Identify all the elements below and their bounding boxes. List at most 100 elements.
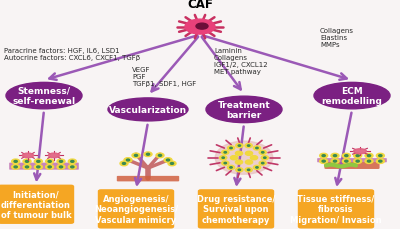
Circle shape bbox=[365, 154, 373, 158]
Circle shape bbox=[59, 166, 62, 168]
FancyBboxPatch shape bbox=[298, 189, 374, 229]
Circle shape bbox=[356, 155, 359, 157]
Circle shape bbox=[354, 159, 362, 164]
Circle shape bbox=[220, 156, 227, 160]
FancyBboxPatch shape bbox=[324, 162, 380, 169]
Ellipse shape bbox=[108, 98, 188, 121]
Circle shape bbox=[354, 154, 362, 158]
Circle shape bbox=[365, 159, 373, 164]
Circle shape bbox=[23, 159, 31, 164]
Circle shape bbox=[256, 167, 258, 168]
Circle shape bbox=[256, 148, 258, 149]
Circle shape bbox=[236, 168, 243, 172]
Circle shape bbox=[253, 146, 260, 150]
Circle shape bbox=[230, 167, 232, 168]
Text: Initiation/
differentiation
of tumour bulk: Initiation/ differentiation of tumour bu… bbox=[1, 190, 71, 219]
Circle shape bbox=[376, 159, 384, 164]
Circle shape bbox=[37, 161, 40, 163]
Text: Treatment
barrier: Treatment barrier bbox=[218, 100, 270, 120]
Circle shape bbox=[68, 165, 76, 169]
Circle shape bbox=[230, 156, 238, 160]
Circle shape bbox=[57, 165, 65, 169]
Circle shape bbox=[222, 157, 224, 159]
Circle shape bbox=[59, 161, 62, 163]
Ellipse shape bbox=[196, 24, 208, 30]
Circle shape bbox=[222, 151, 229, 155]
Circle shape bbox=[379, 155, 382, 157]
Circle shape bbox=[264, 157, 266, 159]
Circle shape bbox=[26, 166, 29, 168]
Text: Collagens
Elastins
MMPs: Collagens Elastins MMPs bbox=[320, 27, 354, 47]
Circle shape bbox=[333, 161, 337, 162]
Circle shape bbox=[333, 155, 337, 157]
Circle shape bbox=[379, 161, 382, 162]
Text: Laminin
Collagens
IGF1/2, CXCL12
MET pathway: Laminin Collagens IGF1/2, CXCL12 MET pat… bbox=[214, 48, 268, 75]
Circle shape bbox=[156, 153, 164, 158]
Circle shape bbox=[23, 165, 31, 169]
Circle shape bbox=[37, 166, 40, 168]
Circle shape bbox=[48, 166, 51, 168]
Ellipse shape bbox=[48, 153, 60, 158]
Circle shape bbox=[68, 159, 76, 164]
Circle shape bbox=[368, 155, 371, 157]
Text: Vascularization: Vascularization bbox=[109, 105, 187, 114]
Circle shape bbox=[230, 148, 232, 149]
Circle shape bbox=[34, 159, 42, 164]
Circle shape bbox=[146, 154, 150, 155]
Circle shape bbox=[376, 154, 384, 158]
Text: Drug resistance/
Survival upon
chemotherapy: Drug resistance/ Survival upon chemother… bbox=[197, 194, 275, 224]
Circle shape bbox=[368, 161, 371, 162]
Circle shape bbox=[71, 161, 74, 163]
Circle shape bbox=[120, 161, 128, 166]
FancyBboxPatch shape bbox=[317, 158, 387, 163]
Circle shape bbox=[71, 166, 74, 168]
Text: Angiogenesis/
Neoangiogenesis/
Vascular mimicry: Angiogenesis/ Neoangiogenesis/ Vascular … bbox=[94, 194, 178, 224]
FancyBboxPatch shape bbox=[0, 185, 74, 224]
Ellipse shape bbox=[314, 83, 390, 109]
Circle shape bbox=[320, 154, 328, 158]
Circle shape bbox=[144, 152, 152, 157]
Ellipse shape bbox=[354, 149, 366, 154]
Circle shape bbox=[331, 154, 339, 158]
Circle shape bbox=[26, 161, 29, 163]
Circle shape bbox=[57, 159, 65, 164]
Circle shape bbox=[356, 161, 359, 162]
Circle shape bbox=[168, 161, 176, 166]
Circle shape bbox=[122, 163, 126, 165]
Circle shape bbox=[126, 159, 130, 161]
Circle shape bbox=[245, 144, 252, 148]
Circle shape bbox=[250, 156, 258, 160]
Circle shape bbox=[12, 165, 20, 169]
Circle shape bbox=[238, 145, 240, 147]
Circle shape bbox=[238, 169, 240, 171]
Circle shape bbox=[14, 166, 17, 168]
Circle shape bbox=[224, 163, 226, 164]
Circle shape bbox=[236, 144, 243, 148]
Circle shape bbox=[224, 152, 226, 153]
Circle shape bbox=[48, 161, 51, 163]
Circle shape bbox=[345, 161, 348, 162]
Circle shape bbox=[166, 159, 170, 161]
Circle shape bbox=[259, 161, 266, 165]
Circle shape bbox=[14, 161, 17, 163]
Text: ECM
remodelling: ECM remodelling bbox=[322, 87, 382, 106]
Text: Paracrine factors: HGF, IL6, LSD1
Autocrine factors: CXCL6, CXCF1, TGFβ: Paracrine factors: HGF, IL6, LSD1 Autocr… bbox=[4, 48, 140, 61]
Circle shape bbox=[253, 166, 260, 170]
Circle shape bbox=[158, 155, 162, 157]
Circle shape bbox=[34, 165, 42, 169]
Circle shape bbox=[262, 163, 264, 164]
Text: VEGF
PGF
TGFβ1, SDF1, HGF: VEGF PGF TGFβ1, SDF1, HGF bbox=[132, 66, 196, 86]
Circle shape bbox=[345, 155, 348, 157]
FancyBboxPatch shape bbox=[98, 189, 174, 229]
FancyBboxPatch shape bbox=[117, 176, 179, 182]
Circle shape bbox=[164, 158, 172, 163]
Circle shape bbox=[245, 152, 253, 156]
Circle shape bbox=[262, 152, 264, 153]
Circle shape bbox=[248, 169, 250, 171]
Circle shape bbox=[342, 154, 350, 158]
Circle shape bbox=[170, 163, 174, 165]
Circle shape bbox=[320, 159, 328, 164]
Text: Tissue stiffness/
fibrosis
Migration/ Invasion: Tissue stiffness/ fibrosis Migration/ In… bbox=[290, 194, 382, 224]
FancyBboxPatch shape bbox=[9, 163, 79, 170]
Circle shape bbox=[134, 155, 138, 157]
